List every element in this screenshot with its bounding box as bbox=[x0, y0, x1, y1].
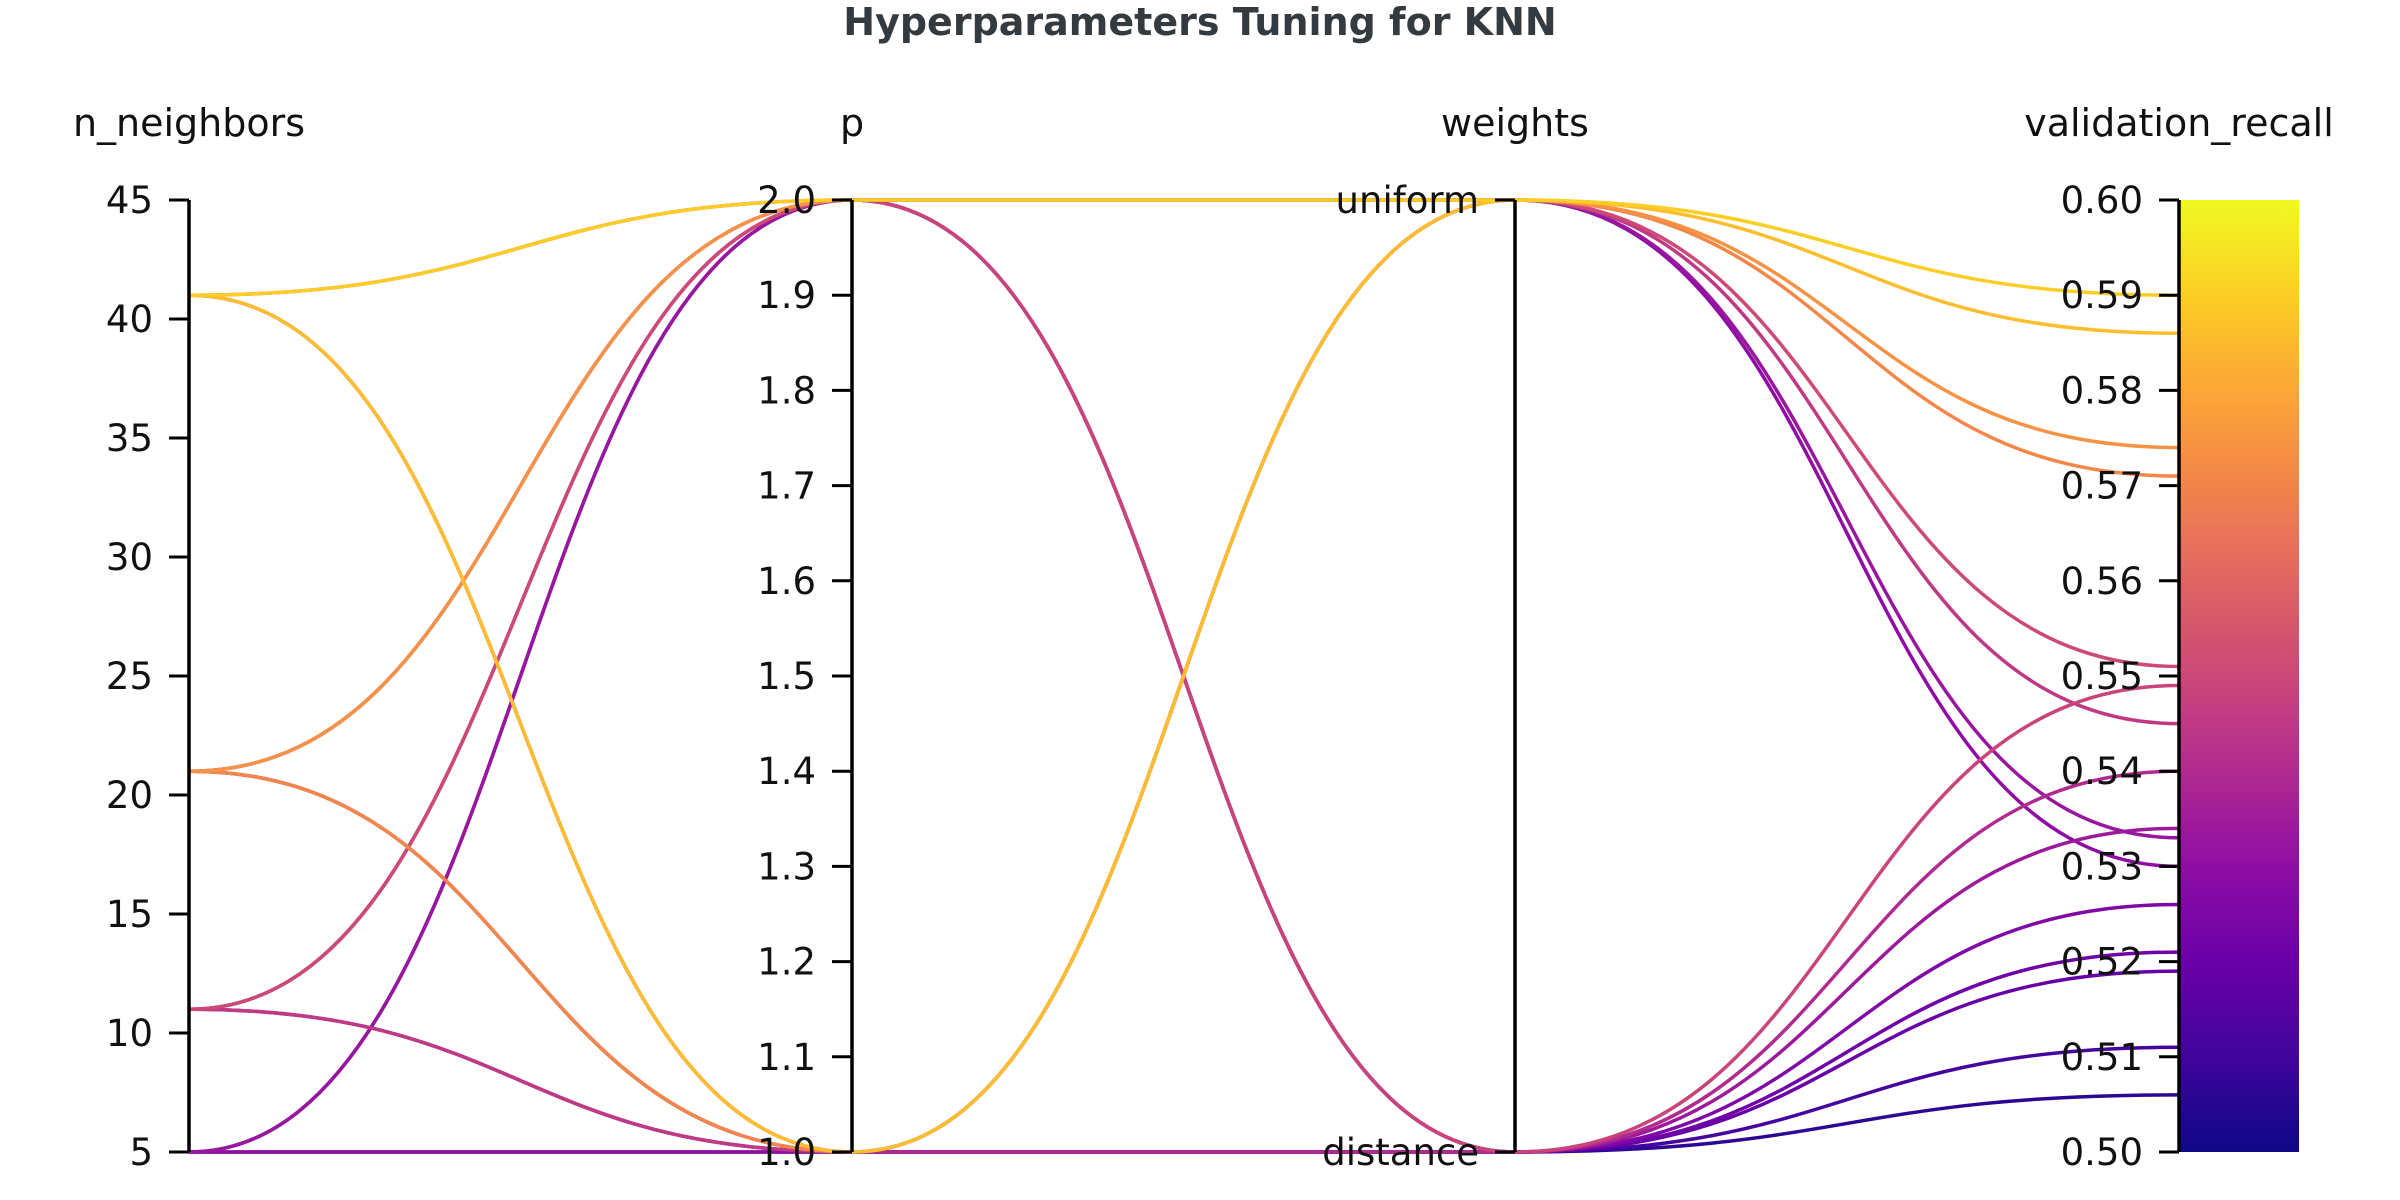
tick-label: 1.9 bbox=[757, 274, 816, 317]
tick-label: 15 bbox=[106, 893, 153, 936]
axis-title-p: p bbox=[840, 101, 864, 145]
tick-label: 30 bbox=[106, 536, 153, 579]
axes-layer: n_neighbors 5 10 15 20 25 30 35 40 45 p 1.0 1.1 1.2 1.… bbox=[73, 101, 2334, 1174]
tick-label: 0.53 bbox=[2061, 845, 2143, 888]
tick-label: 1.5 bbox=[757, 655, 816, 698]
data-line bbox=[188, 969, 2180, 1154]
tick-label: 2.0 bbox=[757, 179, 816, 222]
tick-label: 0.55 bbox=[2061, 655, 2143, 698]
tick-label: 0.57 bbox=[2061, 465, 2143, 508]
data-line bbox=[189, 1093, 2180, 1154]
colorbar bbox=[2179, 200, 2299, 1152]
tick-label: uniform bbox=[1336, 179, 1479, 222]
tick-label: 1.0 bbox=[757, 1131, 816, 1174]
tick-label: distance bbox=[1322, 1131, 1479, 1174]
chart-title: Hyperparameters Tuning for KNN bbox=[843, 0, 1556, 44]
axis-title-n_neighbors: n_neighbors bbox=[73, 101, 305, 145]
tick-label: 25 bbox=[106, 655, 153, 698]
data-line bbox=[188, 293, 2180, 1154]
tick-label: 0.51 bbox=[2061, 1036, 2143, 1079]
tick-label: 10 bbox=[106, 1012, 153, 1055]
polylines-layer bbox=[188, 198, 2180, 1154]
axis-title-weights: weights bbox=[1441, 101, 1589, 145]
tick-label: 0.56 bbox=[2061, 560, 2143, 603]
tick-label: 20 bbox=[106, 774, 153, 817]
tick-label: 0.50 bbox=[2061, 1131, 2143, 1174]
tick-label: 5 bbox=[129, 1131, 153, 1174]
tick-label: 40 bbox=[106, 298, 153, 341]
tick-label: 1.2 bbox=[757, 941, 816, 984]
tick-label: 1.7 bbox=[757, 465, 816, 508]
axis-title-validation_recall: validation_recall bbox=[2024, 101, 2334, 145]
tick-label: 0.58 bbox=[2061, 369, 2143, 412]
tick-label: 1.1 bbox=[757, 1036, 816, 1079]
tick-label: 1.3 bbox=[757, 845, 816, 888]
tick-label: 0.54 bbox=[2061, 750, 2143, 793]
data-line bbox=[188, 198, 2180, 1011]
tick-label: 1.8 bbox=[757, 369, 816, 412]
tick-label: 1.6 bbox=[757, 560, 816, 603]
data-line bbox=[188, 769, 2180, 1154]
data-line bbox=[188, 198, 2180, 1154]
tick-label: 0.59 bbox=[2061, 274, 2143, 317]
tick-label: 35 bbox=[106, 417, 153, 460]
tick-label: 0.52 bbox=[2061, 941, 2143, 984]
tick-label: 45 bbox=[106, 179, 153, 222]
data-line bbox=[188, 198, 2180, 297]
tick-label: 1.4 bbox=[757, 750, 816, 793]
tick-label: 0.60 bbox=[2061, 179, 2143, 222]
